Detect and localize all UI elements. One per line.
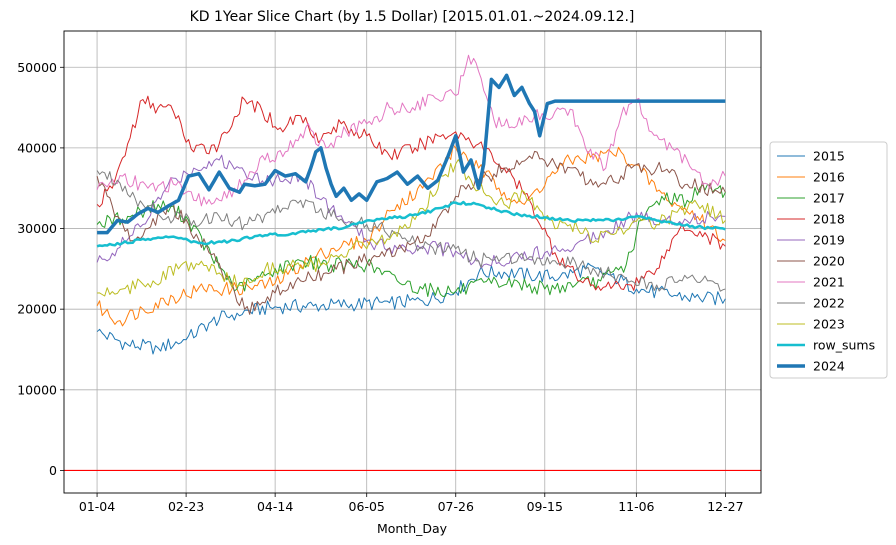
series-line-2016 (96, 144, 726, 327)
y-tick-label: 10000 (17, 382, 57, 397)
x-axis-label: Month_Day (377, 521, 448, 536)
x-tick-label: 04-14 (257, 499, 293, 514)
series-line-row_sums (96, 200, 726, 248)
legend-label-2021: 2021 (813, 275, 845, 290)
series-line-2018 (96, 95, 726, 291)
series-line-2023 (97, 159, 726, 297)
legend-label-2019: 2019 (813, 233, 845, 248)
y-tick-label: 50000 (17, 60, 57, 75)
legend-label-row_sums: row_sums (813, 338, 875, 353)
series-line-2020 (96, 150, 726, 315)
series-line-2019 (96, 154, 726, 269)
legend-box (769, 141, 888, 379)
legend-label-2018: 2018 (813, 212, 845, 227)
series-line-2015 (96, 262, 726, 355)
legend-label-2024: 2024 (813, 359, 845, 374)
plot-frame (63, 30, 762, 494)
y-tick-label: 30000 (17, 221, 57, 236)
legend: 2015 2016 2017 2018 2019 2020 2021 2022 2023 row_… (769, 141, 888, 379)
legend-label-2020: 2020 (813, 254, 845, 269)
x-axis-ticks: 01-04 02-23 04-14 06-05 07-26 09-15 11-06 12-27 (79, 493, 744, 514)
legend-label-2015: 2015 (813, 149, 845, 164)
y-tick-label: 0 (49, 463, 57, 478)
series-lines (96, 54, 726, 355)
x-tick-label: 07-26 (438, 499, 474, 514)
legend-label-2023: 2023 (813, 317, 845, 332)
x-tick-label: 11-06 (618, 499, 654, 514)
x-tick-label: 06-05 (349, 499, 385, 514)
legend-label-2017: 2017 (813, 191, 845, 206)
series-line-2022 (96, 170, 726, 292)
legend-label-2022: 2022 (813, 296, 845, 311)
legend-items: 2015 2016 2017 2018 2019 2020 2021 2022 2023 row_… (777, 149, 875, 374)
legend-label-2016: 2016 (813, 170, 845, 185)
series-line-2024 (97, 73, 726, 235)
series-line-2021 (96, 54, 726, 207)
x-tick-label: 02-23 (168, 499, 204, 514)
y-tick-label: 40000 (17, 140, 57, 155)
y-axis-ticks: 0 10000 20000 30000 40000 50000 (17, 60, 64, 478)
chart-title: KD 1Year Slice Chart (by 1.5 Dollar) [20… (190, 9, 635, 25)
x-tick-label: 12-27 (707, 499, 743, 514)
series-line-2017 (96, 183, 726, 297)
x-tick-label: 09-15 (527, 499, 563, 514)
x-tick-label: 01-04 (79, 499, 115, 514)
y-tick-label: 20000 (17, 302, 57, 317)
